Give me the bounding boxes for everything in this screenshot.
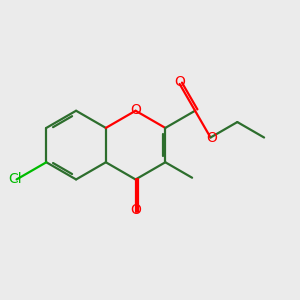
Text: O: O — [130, 103, 142, 116]
Text: Cl: Cl — [8, 172, 22, 186]
Text: O: O — [174, 74, 185, 88]
Text: O: O — [206, 130, 217, 145]
Text: O: O — [130, 202, 141, 217]
